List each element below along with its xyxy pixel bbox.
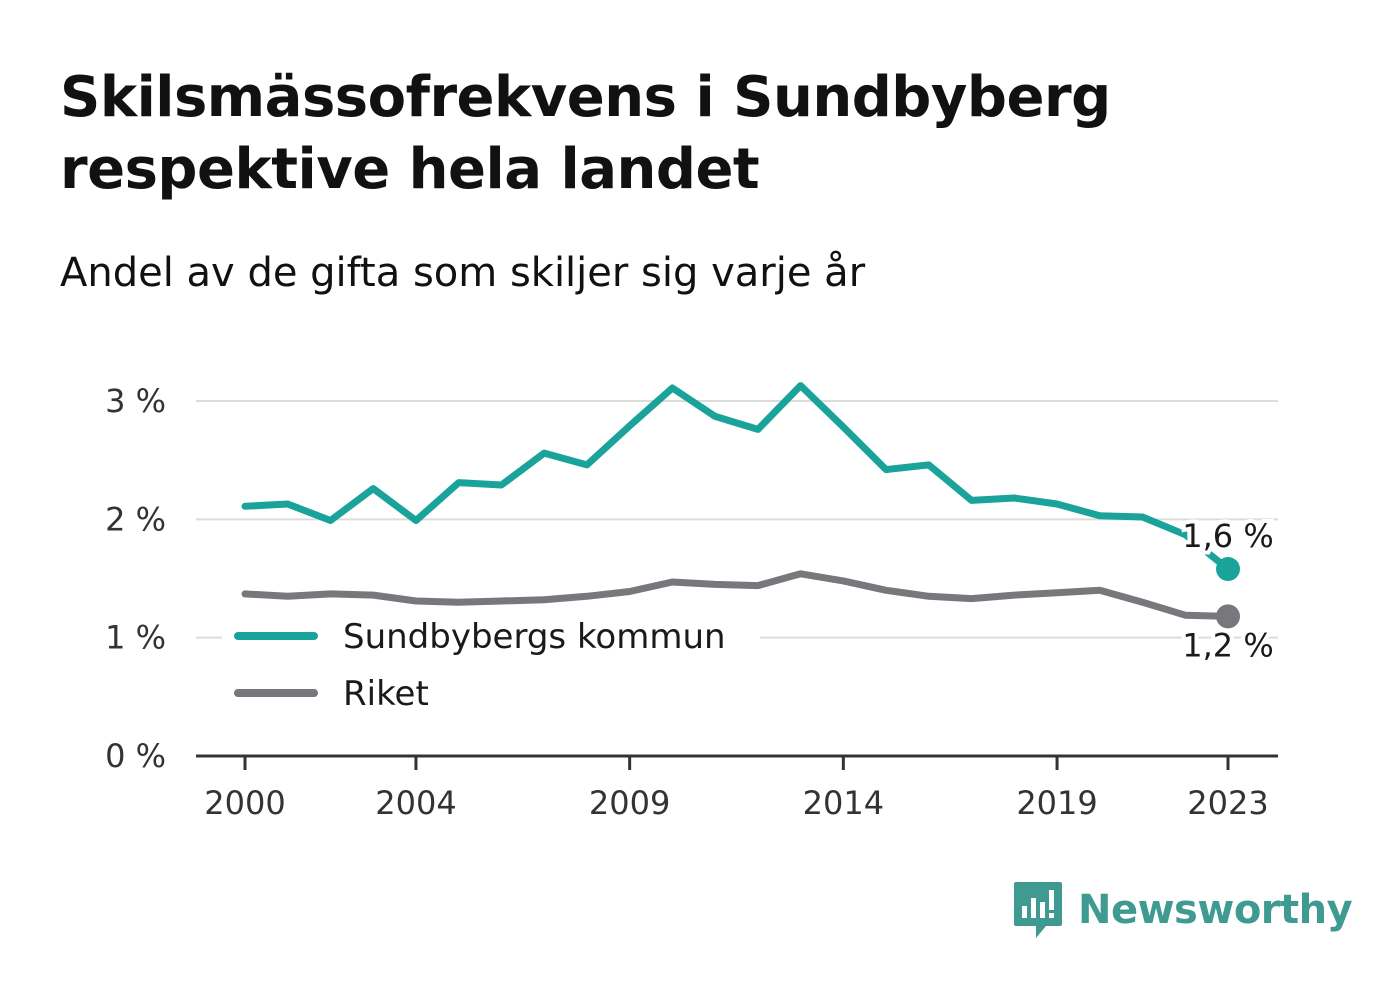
chart-subtitle: Andel av de gifta som skiljer sig varje …: [60, 250, 866, 296]
y-tick-label: 2 %: [105, 500, 166, 538]
x-tick-label: 2009: [589, 784, 670, 822]
x-axis: 2000 2004 2009 2014 2019 2023: [196, 754, 1278, 822]
y-axis-labels: 0 % 1 % 2 % 3 %: [105, 382, 166, 775]
series-end-marker: [1216, 604, 1240, 629]
x-tick-label: 2000: [204, 784, 285, 822]
legend: Sundbybergs kommun Riket: [222, 608, 760, 728]
newsworthy-logo: Newsworthy: [1010, 878, 1353, 942]
y-tick-label: 3 %: [105, 382, 166, 420]
y-tick-label: 0 %: [105, 737, 166, 775]
series-line: [241, 570, 1232, 620]
series-end-marker: [1216, 557, 1240, 582]
legend-label: Riket: [343, 674, 429, 714]
end-value-label: 1,2 %: [1182, 626, 1273, 664]
y-tick-label: 1 %: [105, 619, 166, 657]
x-tick-label: 2019: [1016, 784, 1097, 822]
newsworthy-logo-icon: [1014, 882, 1062, 938]
x-tick-label: 2004: [375, 784, 456, 822]
legend-label: Sundbybergs kommun: [343, 617, 726, 657]
brand-name: Newsworthy: [1078, 887, 1353, 933]
series-lines: [241, 382, 1240, 629]
end-value-label: 1,6 %: [1182, 517, 1273, 555]
end-labels: 1,6 % 1,2 %: [1178, 513, 1277, 668]
series-line: [241, 382, 1232, 573]
legend-background: [222, 608, 760, 728]
x-tick-label: 2023: [1187, 784, 1268, 822]
x-tick-label: 2014: [803, 784, 884, 822]
chart-title: Skilsmässofrekvens i Sundbyberg respekti…: [60, 65, 1111, 202]
